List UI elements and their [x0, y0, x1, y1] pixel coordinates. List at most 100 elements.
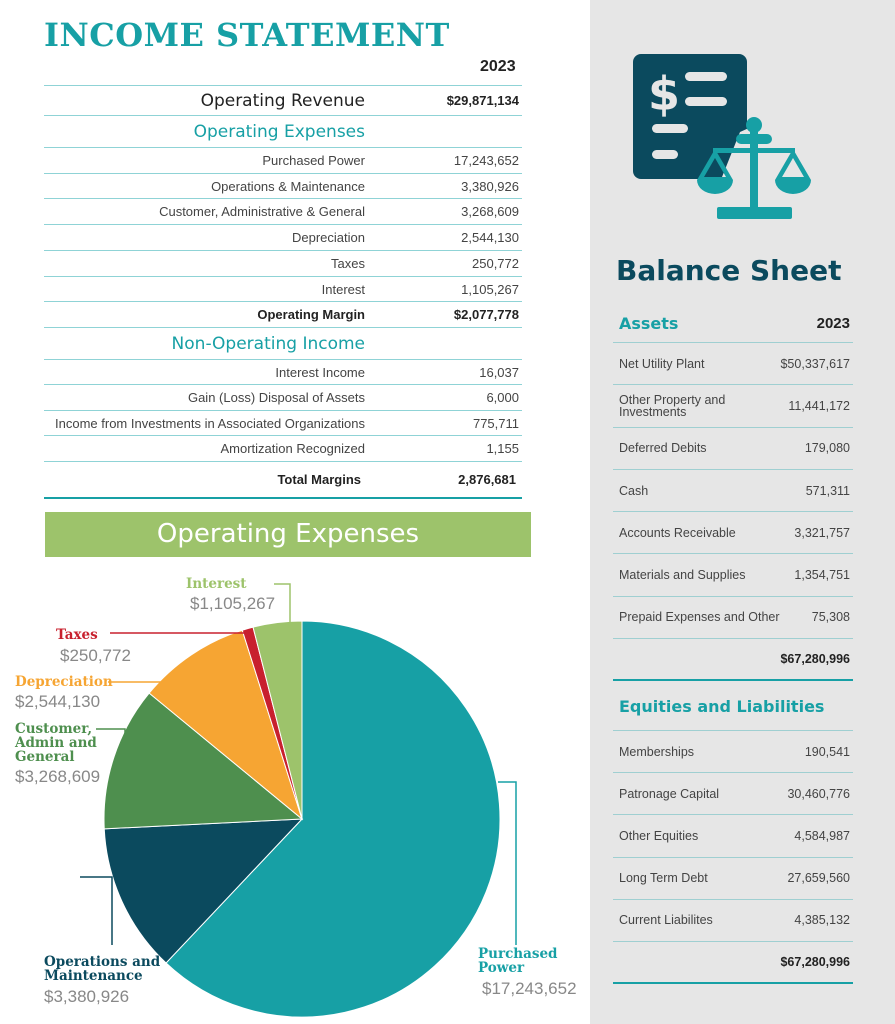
- row-label: Purchased Power: [262, 153, 365, 168]
- row-value: 4,385,132: [794, 913, 850, 928]
- row-label: Taxes: [331, 256, 365, 271]
- operating-margin-row: Operating Margin $2,077,778: [44, 302, 522, 328]
- row-value: $50,337,617: [780, 356, 850, 371]
- expense-row: Taxes 250,772: [44, 251, 522, 277]
- row-value: 179,080: [804, 441, 850, 456]
- row-label: Accounts Receivable: [619, 525, 736, 540]
- row-label: Income from Investments in Associated Or…: [55, 415, 365, 431]
- row-value: 3,380,926: [461, 178, 519, 194]
- asset-row: Accounts Receivable 3,321,757: [613, 512, 853, 555]
- label-purchased-power: Purchased Power: [478, 946, 558, 976]
- total-margins-row: Total Margins 2,876,681: [44, 462, 522, 499]
- pie-chart: [80, 583, 517, 1018]
- chart-title: Operating Expenses: [45, 512, 531, 557]
- leader-line: [498, 781, 517, 945]
- asset-row: Materials and Supplies 1,354,751: [613, 555, 853, 597]
- nonop-row: Income from Investments in Associated Or…: [44, 411, 522, 436]
- row-value: $29,871,134: [446, 93, 519, 108]
- pie-slice-operations-and-maintenance: [103, 818, 304, 964]
- expenses-heading: Operating Expenses: [44, 116, 522, 148]
- value-taxes: $250,772: [60, 646, 131, 665]
- expense-row: Purchased Power 17,243,652: [44, 148, 522, 174]
- row-label: Materials and Supplies: [619, 568, 746, 583]
- equities-heading: Equities and Liabilities: [613, 683, 853, 731]
- row-label: Memberships: [619, 744, 695, 759]
- pie-slice-interest: [252, 620, 303, 820]
- operating-revenue-row: Operating Revenue $29,871,134: [44, 86, 522, 116]
- expense-row: Depreciation 2,544,130: [44, 225, 522, 251]
- row-label: Operations & Maintenance: [211, 178, 365, 194]
- row-label: Current Liabilites: [619, 913, 713, 928]
- row-value: 4,584,987: [794, 828, 850, 843]
- asset-row: Deferred Debits 179,080: [613, 428, 853, 470]
- row-label: Interest Income: [275, 364, 365, 380]
- row-label: Prepaid Expenses and Other: [619, 610, 780, 625]
- row-value: 775,711: [472, 415, 519, 431]
- equity-row: Current Liabilites 4,385,132: [613, 900, 853, 942]
- income-statement-title: INCOME STATEMENT: [44, 16, 450, 54]
- row-value: 1,105,267: [461, 281, 519, 297]
- row-value: 17,243,652: [453, 153, 519, 168]
- equity-row: Patronage Capital 30,460,776: [613, 773, 853, 816]
- row-value: 27,659,560: [787, 871, 850, 886]
- row-label: Patronage Capital: [619, 786, 720, 801]
- row-value: 250,772: [472, 256, 519, 271]
- row-label: Gain (Loss) Disposal of Assets: [187, 390, 365, 405]
- pie-slice-customer-admin-and-general: [103, 692, 304, 830]
- equity-row: Other Equities 4,584,987: [613, 815, 853, 858]
- nonop-heading: Non-Operating Income: [44, 328, 522, 360]
- row-value: 2,544,130: [461, 230, 519, 245]
- row-value: 16,037: [479, 364, 519, 380]
- row-value: $67,280,996: [780, 955, 850, 969]
- row-label: Amortization Recognized: [220, 441, 365, 456]
- row-value: 1,354,751: [794, 568, 850, 583]
- equity-row: Memberships 190,541: [613, 731, 853, 774]
- asset-row: Net Utility Plant $50,337,617: [613, 343, 853, 386]
- label-interest: Interest: [186, 576, 247, 592]
- equity-row: Long Term Debt 27,659,560: [613, 858, 853, 900]
- row-label: Operating Expenses: [193, 121, 365, 142]
- value-customer-admin: $3,268,609: [15, 767, 101, 786]
- row-value: 75,308: [811, 610, 850, 625]
- assets-heading: Assets 2023: [613, 305, 853, 343]
- pie-slice-purchased-power: [165, 620, 501, 1018]
- leader-line: [80, 876, 113, 945]
- row-value: 2,876,681: [458, 472, 516, 487]
- row-label: Operating Revenue: [200, 90, 365, 111]
- row-label: Interest: [321, 281, 365, 297]
- pie-slice-depreciation: [148, 629, 303, 821]
- row-value: 6,000: [486, 390, 519, 405]
- year-header: 2023: [480, 58, 516, 75]
- nonop-row: Interest Income 16,037: [44, 360, 522, 385]
- leader-line: [274, 583, 291, 622]
- row-label: Net Utility Plant: [619, 356, 705, 371]
- label-customer-admin: Customer, Admin and General: [15, 721, 97, 765]
- row-value: 11,441,172: [788, 398, 850, 413]
- row-label: Equities and Liabilities: [619, 696, 825, 716]
- row-value: 3,321,757: [794, 525, 850, 540]
- row-value: 30,460,776: [787, 786, 850, 801]
- row-value: 2023: [816, 315, 850, 332]
- row-label: Customer, Administrative & General: [159, 204, 365, 219]
- asset-row: Cash 571,311: [613, 470, 853, 513]
- row-value: 1,155: [486, 441, 519, 456]
- nonop-row: Amortization Recognized 1,155: [44, 436, 522, 462]
- row-label: Cash: [619, 483, 649, 498]
- nonop-row: Gain (Loss) Disposal of Assets 6,000: [44, 385, 522, 411]
- assets-total-row: $67,280,996: [613, 639, 853, 681]
- value-operations: $3,380,926: [44, 987, 130, 1006]
- leader-line: [96, 728, 126, 760]
- row-label: Total Margins: [277, 472, 361, 487]
- value-purchased-power: $17,243,652: [482, 979, 577, 998]
- row-label: Other Property and Investments: [619, 392, 726, 419]
- row-value: 3,268,609: [461, 204, 519, 219]
- label-depreciation: Depreciation: [15, 674, 113, 690]
- expense-row: Interest 1,105,267: [44, 277, 522, 302]
- svg-text:$: $: [648, 67, 680, 121]
- row-label: Long Term Debt: [619, 871, 708, 886]
- income-table: Operating Revenue $29,871,134 Operating Ex…: [44, 0, 522, 500]
- value-depreciation: $2,544,130: [15, 692, 101, 711]
- row-label: Depreciation: [292, 230, 365, 245]
- row-value: 190,541: [804, 744, 850, 759]
- asset-row: Other Property and Investments 11,441,172: [613, 385, 853, 428]
